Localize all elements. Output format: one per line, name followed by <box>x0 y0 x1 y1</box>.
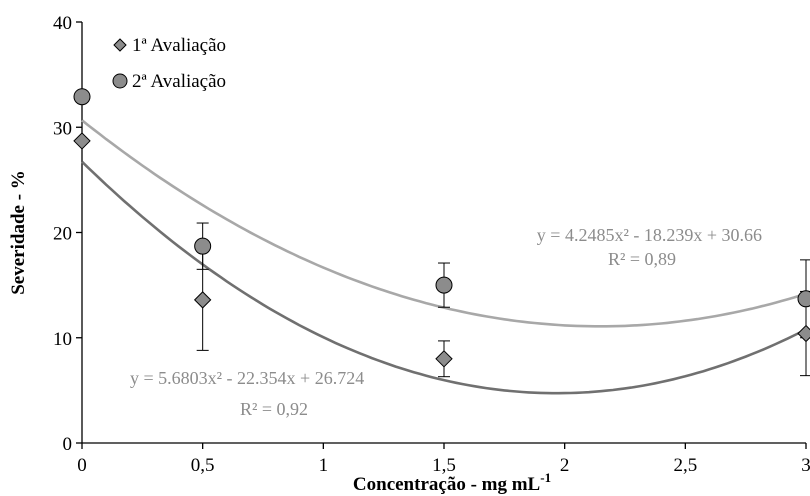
x-axis-title-main: Concentração - mg mL <box>353 474 540 495</box>
legend-label-series-2: 2ª Avaliação <box>132 71 226 92</box>
r2-series-2: R² = 0,89 <box>608 249 676 269</box>
point-series-2 <box>73 88 91 106</box>
point-series-1 <box>435 350 453 368</box>
x-axis-title: Concentração - mg mL-1 <box>353 470 551 495</box>
equation-series-1: y = 5.6803x² - 22.354x + 26.724 <box>130 368 364 388</box>
x-tick-label: 2 <box>560 455 570 476</box>
point-series-1 <box>73 132 91 150</box>
y-tick-label: 10 <box>53 329 72 350</box>
trend-equations: y = 4.2485x² - 18.239x + 30.66 R² = 0,89… <box>130 225 762 419</box>
x-tick-label: 3 <box>801 455 810 476</box>
point-series-2 <box>194 237 212 255</box>
point-series-1 <box>193 291 212 309</box>
x-tick-label: 0,5 <box>191 455 215 476</box>
legend: 1ª Avaliação 2ª Avaliação <box>112 35 226 92</box>
x-tick-label: 1,5 <box>432 455 456 476</box>
legend-marker-series-2 <box>112 73 128 89</box>
x-tick-label: 1 <box>319 455 329 476</box>
point-series-1 <box>797 324 810 343</box>
data-points <box>73 88 810 368</box>
point-series-2 <box>797 290 810 308</box>
ticks: 0 10 20 30 40 0 0,5 1 1,5 2 2,5 3 <box>53 13 810 476</box>
y-tick-label: 30 <box>53 118 72 139</box>
y-tick-label: 40 <box>53 13 72 34</box>
error-bars <box>196 222 810 378</box>
x-tick-label: 2,5 <box>673 455 697 476</box>
y-axis-title: Severidade - % <box>8 170 29 295</box>
equation-series-2: y = 4.2485x² - 18.239x + 30.66 <box>537 225 762 245</box>
x-axis-title-superscript: -1 <box>540 470 551 485</box>
x-tick-label: 0 <box>77 455 87 476</box>
y-tick-label: 20 <box>53 224 72 245</box>
point-series-2 <box>435 276 453 294</box>
r2-series-1: R² = 0,92 <box>240 399 308 419</box>
y-tick-label: 0 <box>63 434 73 455</box>
legend-label-series-1: 1ª Avaliação <box>132 35 226 56</box>
legend-marker-series-1 <box>113 38 127 52</box>
